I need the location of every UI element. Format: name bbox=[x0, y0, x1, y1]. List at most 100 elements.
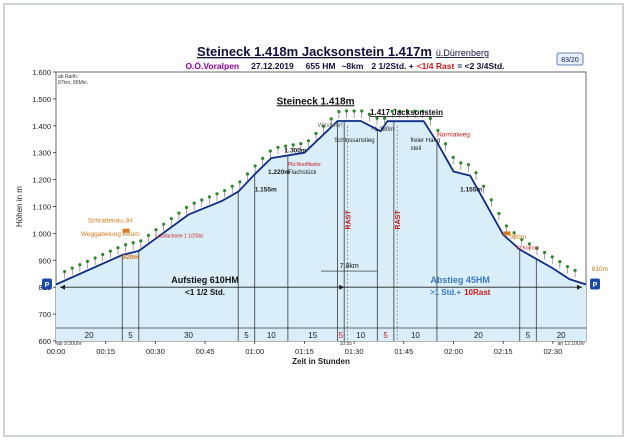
segment-minutes-label: 20 bbox=[557, 331, 566, 340]
tree-marker bbox=[215, 192, 219, 196]
tree-marker bbox=[230, 184, 234, 188]
tree-marker bbox=[436, 128, 440, 132]
annotation-label: Flachstück bbox=[288, 170, 318, 176]
tree-marker bbox=[512, 231, 516, 235]
y-tick-label: 600 bbox=[38, 337, 51, 346]
x-tick-label: 01:45 bbox=[394, 347, 413, 356]
time-mid: 10:55 bbox=[340, 341, 353, 347]
y-tick-label: 1.400 bbox=[32, 122, 51, 131]
x-tick-label: 01:15 bbox=[295, 347, 314, 356]
segment-minutes-label: 10 bbox=[411, 331, 420, 340]
x-tick-label: 00:45 bbox=[196, 347, 215, 356]
x-axis-title: Zeit in Stunden bbox=[292, 357, 350, 366]
tree-marker bbox=[543, 250, 547, 255]
annotation-label: Laudachsee 1 1/2Std. bbox=[155, 233, 204, 239]
distance-label: 7.8km bbox=[340, 263, 359, 270]
y-tick-label: 1.300 bbox=[32, 149, 51, 158]
tree-marker bbox=[223, 188, 227, 193]
tree-marker bbox=[375, 116, 379, 120]
tree-marker bbox=[184, 205, 189, 210]
parking-marker-start-label: P bbox=[45, 282, 50, 289]
tree-marker bbox=[497, 211, 501, 216]
tree-marker bbox=[283, 144, 288, 148]
annotation-label: 1.220m bbox=[268, 169, 290, 176]
hut-marker bbox=[122, 228, 130, 233]
profile-line bbox=[55, 120, 587, 286]
segment-minutes-label: 20 bbox=[474, 331, 483, 340]
annotation-label: 1.155m bbox=[255, 187, 277, 194]
tree-marker bbox=[329, 117, 333, 121]
annotation-label: ~1.380m bbox=[371, 127, 395, 133]
tree-marker bbox=[291, 143, 295, 147]
tree-marker bbox=[169, 217, 173, 221]
chart-title: Steineck 1.418m Jacksonstein 1.417m ü.Dür… bbox=[197, 44, 489, 59]
y-tick-label: 900 bbox=[38, 256, 51, 265]
tree-marker bbox=[146, 233, 151, 237]
tree-marker bbox=[428, 116, 432, 121]
annotation-label: St.Konrad bbox=[516, 246, 538, 252]
x-tick-label: 00:15 bbox=[96, 347, 115, 356]
page-badge bbox=[556, 52, 584, 66]
abstieg-sub: >1 Std.+ 10Rast bbox=[430, 288, 491, 297]
tree-marker bbox=[405, 109, 410, 113]
x-tick-label: 02:00 bbox=[444, 347, 463, 356]
tree-marker bbox=[268, 149, 272, 153]
segment-minutes-label: 5 bbox=[526, 331, 531, 340]
annotation-label: 810m bbox=[592, 266, 608, 273]
tree-marker bbox=[306, 139, 311, 143]
segment-minutes-label: 5 bbox=[383, 331, 388, 340]
tree-marker bbox=[314, 131, 318, 136]
tree-marker bbox=[139, 239, 143, 243]
tree-marker bbox=[63, 269, 67, 274]
tree-marker bbox=[154, 228, 158, 232]
x-tick-label: 02:30 bbox=[543, 347, 562, 356]
y-tick-label: 1.600 bbox=[32, 68, 51, 77]
abstieg-arrow-head bbox=[577, 284, 582, 290]
x-tick-label: 01:00 bbox=[245, 347, 264, 356]
annotation-label: 980m bbox=[510, 234, 526, 241]
segment-minutes-label: 15 bbox=[308, 331, 317, 340]
rast-marker-label: RAST bbox=[346, 210, 353, 230]
tree-marker bbox=[245, 172, 250, 176]
parking-marker-start bbox=[42, 278, 52, 290]
annotation-label: freier Hang bbox=[410, 138, 440, 144]
segment-minutes-label: 10 bbox=[356, 331, 365, 340]
tree-marker bbox=[162, 222, 166, 226]
tree-marker bbox=[459, 161, 463, 165]
y-axis-title: Höhen in m bbox=[15, 186, 24, 227]
tree-marker bbox=[451, 155, 455, 159]
annotation-label: 1.155m bbox=[460, 187, 482, 194]
tree-marker bbox=[474, 171, 478, 175]
segment-minutes-label: 5 bbox=[244, 331, 249, 340]
y-tick-label: 1.500 bbox=[32, 95, 51, 104]
tree-marker bbox=[443, 142, 448, 146]
tree-marker bbox=[276, 145, 280, 149]
tree-marker bbox=[101, 252, 105, 257]
chart-subtitle: O.Ö.Voralpen 27.12.2019 655 HM ~8km 2 1/2Std… bbox=[185, 61, 504, 71]
tree-marker bbox=[367, 112, 371, 116]
y-tick-label: 700 bbox=[38, 310, 51, 319]
page-badge-label: 83/20 bbox=[561, 57, 579, 64]
annotation-label: Pkt.Nordflanke bbox=[288, 162, 321, 168]
tree-marker bbox=[322, 124, 326, 128]
start-note-2: 87km, 65Min. bbox=[58, 80, 88, 86]
tree-marker bbox=[192, 201, 196, 205]
tree-marker bbox=[93, 256, 97, 260]
tree-marker bbox=[337, 109, 341, 114]
tree-marker bbox=[550, 255, 554, 259]
tree-marker bbox=[123, 242, 128, 247]
tree-marker bbox=[565, 264, 570, 269]
tree-marker bbox=[489, 198, 493, 202]
peak-label-jacksonstein: 1.417 Jacksonstein bbox=[370, 108, 443, 117]
tree-marker bbox=[360, 109, 364, 113]
hut-marker bbox=[503, 231, 511, 236]
tree-marker bbox=[558, 259, 562, 264]
tree-marker bbox=[70, 266, 74, 270]
annotation-label: Schrattenau.JH bbox=[88, 218, 133, 225]
tree-marker bbox=[398, 109, 402, 113]
tree-marker bbox=[177, 211, 181, 215]
tree-marker bbox=[573, 268, 577, 272]
time-start: ab 9:30Uhr bbox=[57, 341, 82, 347]
x-tick-label: 00:00 bbox=[47, 347, 66, 356]
